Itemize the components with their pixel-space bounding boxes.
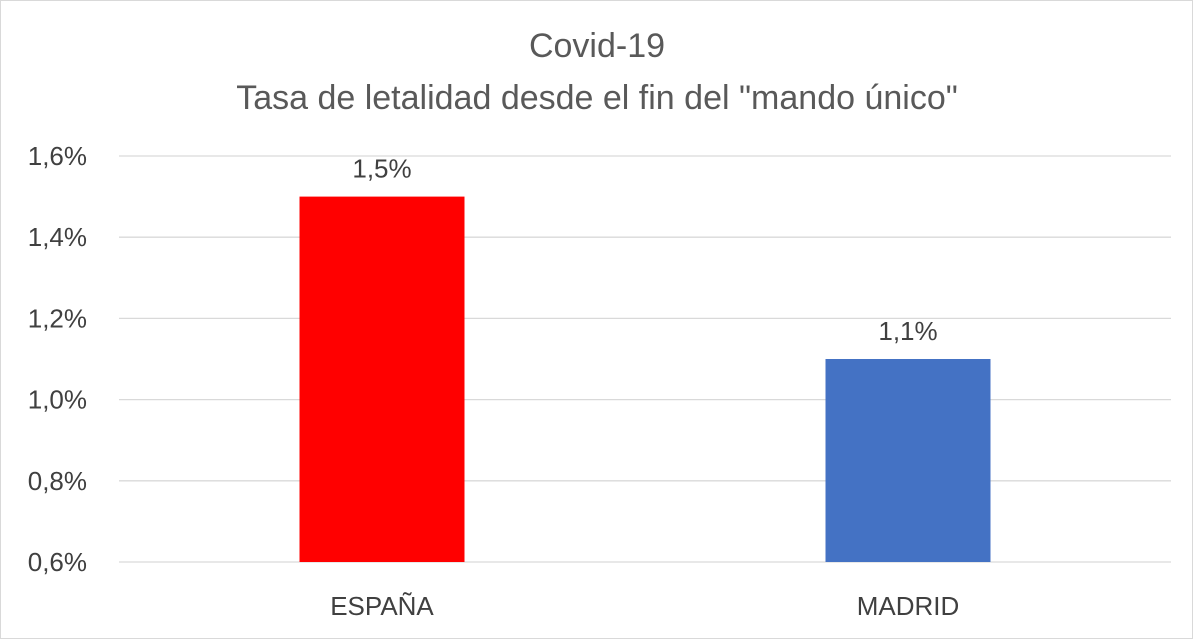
data-labels: 1,5% 1,1%: [352, 154, 937, 346]
y-tick-label: 0,6%: [28, 547, 87, 577]
chart-title-line-2: Tasa de letalidad desde el fin del "mand…: [236, 79, 958, 117]
bars: [299, 196, 991, 562]
chart-title: Covid-19 Tasa de letalidad desde el fin …: [236, 27, 958, 117]
y-tick-label: 1,2%: [28, 303, 87, 333]
y-tick-label: 1,6%: [28, 141, 87, 171]
bar-madrid: [825, 359, 991, 562]
bar-españa: [299, 196, 465, 562]
data-label: 1,1%: [878, 316, 937, 346]
y-axis-tick-labels: 0,6% 0,8% 1,0% 1,2% 1,4% 1,6%: [28, 141, 87, 577]
x-category-label: ESPAÑA: [330, 591, 434, 621]
x-axis-category-labels: ESPAÑA MADRID: [330, 591, 959, 621]
x-category-label: MADRID: [857, 591, 960, 621]
y-tick-label: 1,0%: [28, 385, 87, 415]
y-tick-label: 1,4%: [28, 222, 87, 252]
data-label: 1,5%: [352, 154, 411, 184]
chart-title-line-1: Covid-19: [529, 27, 665, 65]
y-tick-label: 0,8%: [28, 466, 87, 496]
gridlines: [119, 155, 1171, 563]
